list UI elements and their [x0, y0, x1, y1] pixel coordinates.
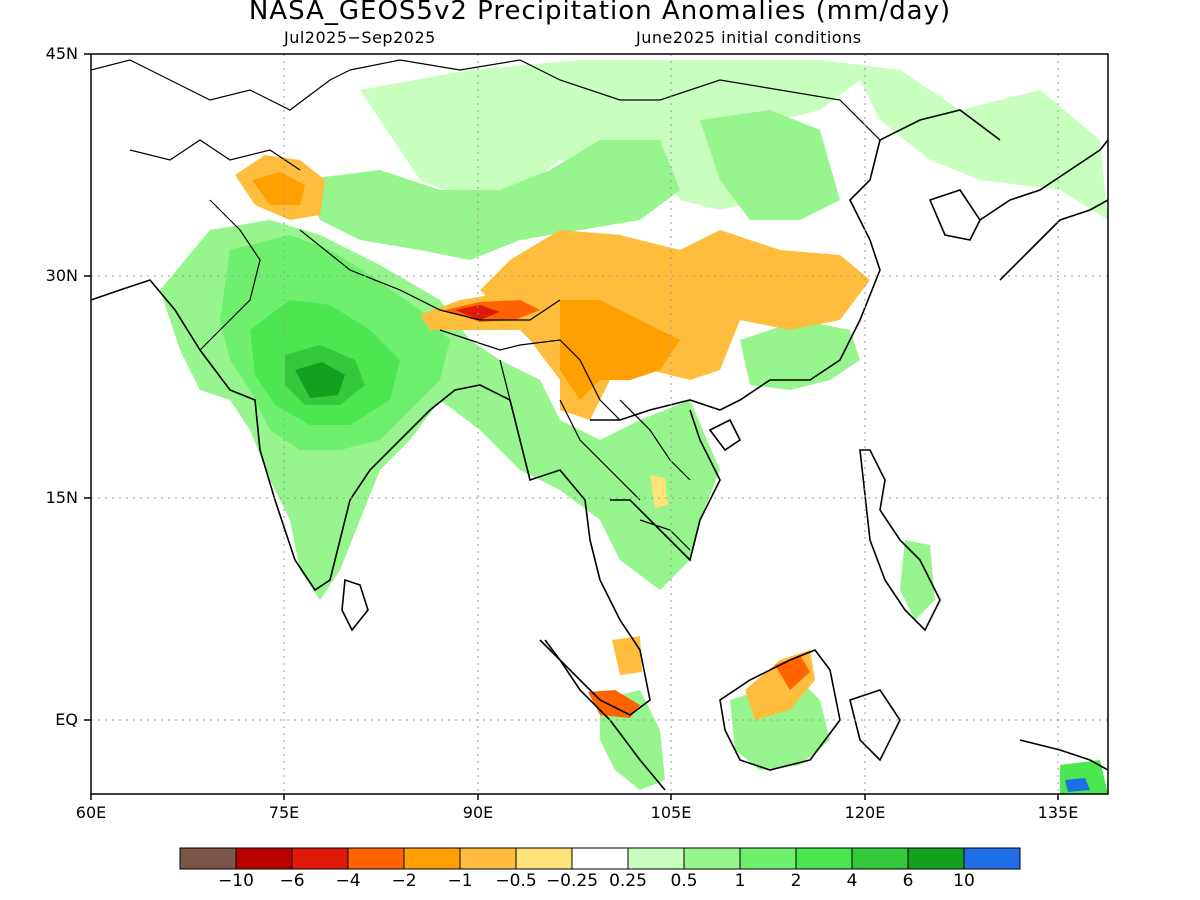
- legend-label: 0.5: [670, 871, 698, 891]
- legend-label: −2: [391, 871, 417, 891]
- legend-swatch: [739, 847, 797, 870]
- map-frame: [90, 53, 1109, 795]
- lon-label-60e: 60E: [75, 803, 107, 822]
- forecast-period: Jul2025−Sep2025: [284, 28, 436, 47]
- legend-swatch: [963, 847, 1021, 870]
- anomaly-tibet-green: [300, 140, 680, 260]
- legend-swatch: [571, 847, 629, 870]
- precipitation-anomaly-map: [84, 53, 1109, 800]
- legend-label: −6: [279, 871, 305, 891]
- anomaly-karakoram-core: [252, 172, 305, 205]
- legend-label: −1: [447, 871, 473, 891]
- legend-swatch: [235, 847, 293, 870]
- legend-swatch: [627, 847, 685, 870]
- legend-label: −10: [218, 871, 254, 891]
- legend-label: −0.25: [545, 871, 599, 891]
- anomaly-south-china-green: [740, 320, 860, 390]
- legend-swatch: [795, 847, 853, 870]
- lon-label-105e: 105E: [650, 803, 692, 822]
- legend-swatch: [683, 847, 741, 870]
- map-field: [91, 59, 1108, 794]
- initial-conditions: June2025 initial conditions: [636, 28, 862, 47]
- coastlines: [91, 109, 1108, 791]
- anomaly-bay-dry: [650, 475, 668, 508]
- anomaly-india-peak: [295, 362, 345, 398]
- lon-label-120e: 120E: [844, 803, 886, 822]
- lat-label-eq: EQ: [55, 710, 78, 729]
- legend-label: 10: [953, 871, 975, 891]
- legend-label: 0.25: [609, 871, 647, 891]
- gridlines: [91, 54, 1108, 794]
- lat-label-45n: 45N: [45, 44, 78, 63]
- anomaly-himalaya-peak: [455, 305, 500, 320]
- lat-label-30n: 30N: [45, 266, 78, 285]
- lon-label-135e: 135E: [1037, 803, 1079, 822]
- legend-label: −0.5: [495, 871, 537, 891]
- legend-swatch: [851, 847, 909, 870]
- legend-label: 6: [902, 871, 914, 891]
- legend-swatch: [515, 847, 573, 870]
- legend-label: −4: [335, 871, 361, 891]
- legend-label: 4: [846, 871, 858, 891]
- lat-label-15n: 15N: [45, 488, 78, 507]
- legend-label: 2: [790, 871, 802, 891]
- legend-swatch: [347, 847, 405, 870]
- anomaly-philippines-green: [900, 540, 935, 620]
- lon-label-90e: 90E: [462, 803, 494, 822]
- axis-ticks: [84, 53, 1059, 800]
- map-title: NASA_GEOS5v2 Precipitation Anomalies (mm…: [248, 0, 952, 26]
- legend-swatch: [291, 847, 349, 870]
- lon-label-75e: 75E: [268, 803, 300, 822]
- legend-swatch: [459, 847, 517, 870]
- anomaly-newguinea-blue: [1065, 778, 1090, 792]
- legend-swatch: [403, 847, 461, 870]
- country-borders: [91, 59, 881, 551]
- anomaly-east-china-green: [700, 110, 840, 220]
- anomaly-yunnan-dry: [560, 300, 680, 400]
- legend-label: 1: [734, 871, 746, 891]
- legend-swatch: [179, 847, 237, 870]
- anomaly-malaya-dry: [612, 636, 642, 675]
- legend-swatch: [907, 847, 965, 870]
